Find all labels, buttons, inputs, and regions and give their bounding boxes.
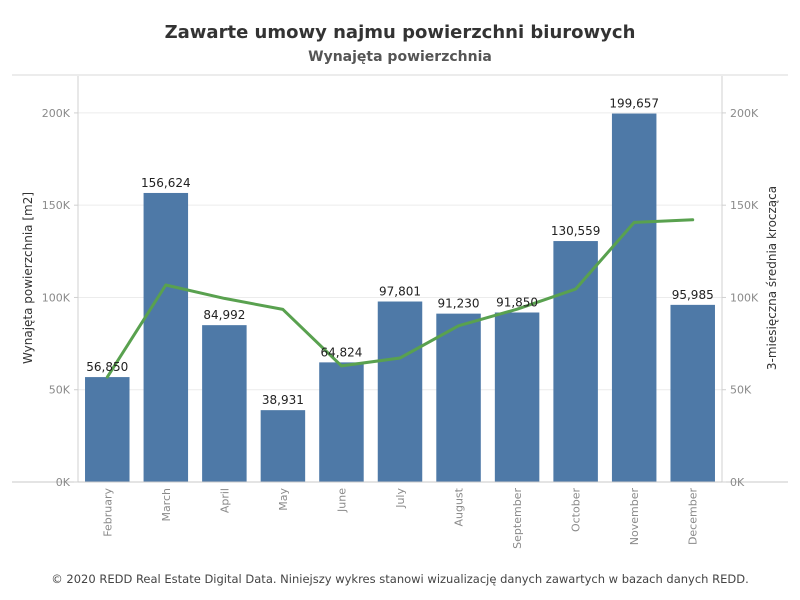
x-tick-label-december: December xyxy=(687,488,700,546)
x-tick-label-september: September xyxy=(511,488,524,549)
y-axis-title: Wynajęta powierzchnia [m2] xyxy=(21,192,35,364)
y-tick-label: 50K xyxy=(49,384,71,397)
y2-axis-title: 3-miesięczna średnia krocząca xyxy=(765,186,779,370)
chart-title: Zawarte umowy najmu powierzchni biurowyc… xyxy=(165,22,636,43)
bar-label-november: 199,657 xyxy=(609,97,659,111)
bar-label-december: 95,985 xyxy=(672,288,714,302)
bar-may[interactable] xyxy=(260,410,306,482)
bar-february[interactable] xyxy=(85,377,130,482)
bar-label-may: 38,931 xyxy=(262,393,304,407)
x-tick-label-november: November xyxy=(628,488,641,546)
bar-april[interactable] xyxy=(202,325,247,482)
x-tick-label-march: March xyxy=(160,488,173,522)
bar-august[interactable] xyxy=(436,313,481,482)
y-tick-label: 100K xyxy=(42,291,71,304)
x-tick-label-february: February xyxy=(101,488,114,537)
bar-label-october: 130,559 xyxy=(551,224,601,238)
moving-average-line-group xyxy=(105,218,695,379)
x-tick-label-june: June xyxy=(335,488,348,513)
bar-label-february: 56,850 xyxy=(86,360,128,374)
x-tick-label-may: May xyxy=(277,488,290,511)
bar-october[interactable] xyxy=(553,241,598,482)
y-tick-label: 200K xyxy=(42,107,71,120)
bar-december[interactable] xyxy=(670,304,715,482)
moving-average-line[interactable] xyxy=(105,218,695,379)
y2-tick-label: 50K xyxy=(730,384,752,397)
bar-label-september: 91,850 xyxy=(496,295,538,309)
y-tick-label: 0K xyxy=(56,476,71,489)
footer-text: © 2020 REDD Real Estate Digital Data. Ni… xyxy=(51,572,749,586)
chart-subtitle: Wynajęta powierzchnia xyxy=(308,49,492,65)
bar-september[interactable] xyxy=(494,312,540,482)
x-tick-label-july: July xyxy=(394,488,407,509)
bar-march[interactable] xyxy=(143,192,189,483)
bar-november[interactable] xyxy=(611,113,657,482)
bar-label-june: 64,824 xyxy=(320,345,362,359)
bar-july[interactable] xyxy=(377,301,423,482)
y2-tick-label: 0K xyxy=(730,476,745,489)
x-tick-label-october: October xyxy=(570,488,583,532)
x-tick-label-april: April xyxy=(218,488,231,513)
y-tick-label: 150K xyxy=(42,199,71,212)
bar-label-april: 84,992 xyxy=(203,308,245,322)
bars xyxy=(85,113,715,483)
x-tick-label-august: August xyxy=(453,487,466,526)
bar-label-march: 156,624 xyxy=(141,176,191,190)
y2-tick-label: 150K xyxy=(730,199,759,212)
bar-data-labels: 56,850 156,624 84,992 38,931 64,824 97,801 91,… xyxy=(86,97,713,408)
bar-label-august: 91,230 xyxy=(438,297,480,311)
y2-tick-label: 200K xyxy=(730,107,759,120)
bar-label-july: 97,801 xyxy=(379,285,421,299)
y2-tick-label: 100K xyxy=(730,291,759,304)
bar-june[interactable] xyxy=(319,362,364,482)
axes: 0K 50K 100K 150K 200K 0K 50K 100K 150K 200K Februa… xyxy=(12,76,788,549)
